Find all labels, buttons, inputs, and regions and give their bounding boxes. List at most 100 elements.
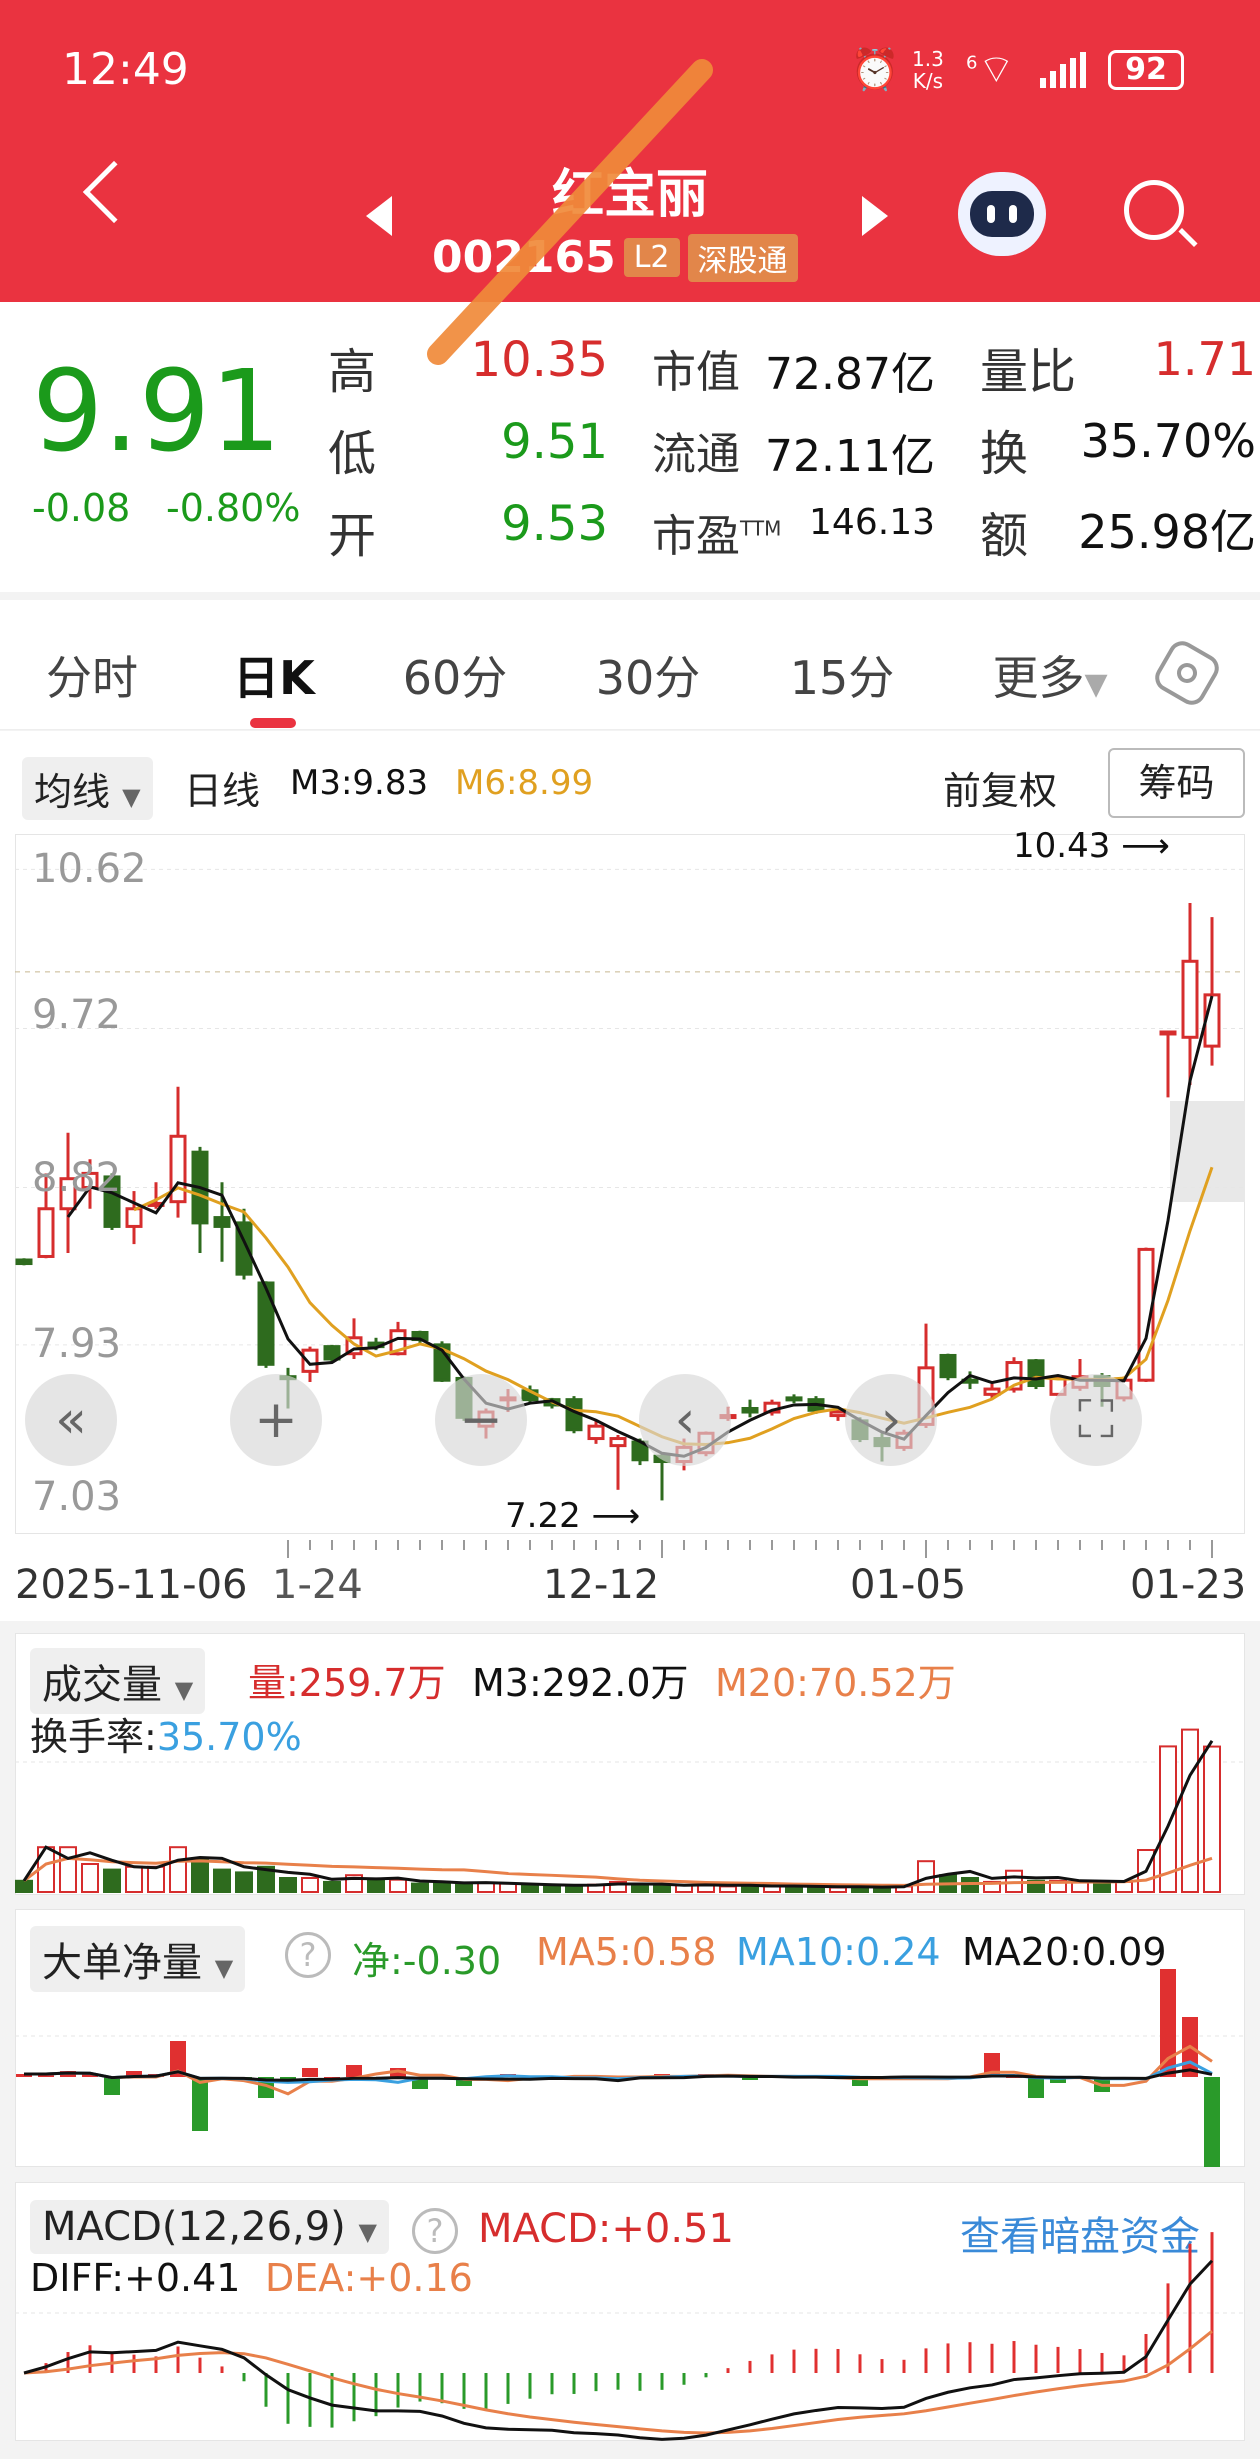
volume-value: 量:259.7万 — [248, 1661, 446, 1705]
volume-bar — [169, 1846, 187, 1893]
quote-label: 换 — [980, 426, 1029, 482]
quote-value: 1.71 — [1153, 332, 1256, 386]
macd-dropdown[interactable]: MACD(12,26,9) ▼ — [30, 2200, 389, 2254]
tab-more[interactable]: 更多▼ — [992, 642, 1107, 708]
help-icon[interactable]: ? — [285, 1930, 331, 1978]
ma3-line — [66, 995, 1214, 1458]
help-icon[interactable]: ? — [412, 2206, 458, 2254]
candle-body — [609, 1437, 627, 1448]
search-icon[interactable] — [1124, 180, 1198, 248]
volume-dropdown-label: 成交量 — [42, 1662, 162, 1708]
candle-body — [37, 1207, 55, 1258]
alarm-icon: ⏰ — [850, 47, 900, 93]
big-order-bar — [1006, 2077, 1022, 2078]
volume-bar — [213, 1868, 231, 1894]
tab-intraday[interactable]: 分时 — [46, 651, 138, 705]
prev-stock-icon[interactable] — [366, 196, 392, 236]
net-speed: 1.3 K/s — [912, 48, 944, 92]
quote-value: 9.51 — [501, 414, 608, 470]
quote-label: 量比 — [980, 344, 1077, 400]
volume-dropdown[interactable]: 成交量 ▼ — [30, 1648, 206, 1714]
volume-bar — [455, 1882, 473, 1893]
quote-label-text: 流通 — [652, 429, 740, 480]
quote-label-text: 市值 — [652, 347, 740, 398]
net-value: 净:-0.30 — [352, 1939, 502, 1983]
ttm-superscript: TTM — [740, 516, 782, 541]
quote-value: 72.87亿 — [765, 349, 935, 400]
volume-m3-line — [22, 1740, 1214, 1889]
volume-m3: M3:292.0万 — [472, 1661, 689, 1705]
kline-chart-panel[interactable] — [15, 834, 1245, 1534]
candle-body — [257, 1281, 275, 1366]
zoom-out-button[interactable]: − — [435, 1374, 527, 1466]
quote-value: 25.98亿 — [1078, 505, 1256, 559]
big-order-bar — [82, 2074, 98, 2077]
big-order-bar — [1204, 2077, 1220, 2167]
settings-icon[interactable] — [1150, 636, 1224, 710]
zoom-in-button[interactable]: + — [230, 1374, 322, 1466]
volume-m20: M20:70.52万 — [715, 1661, 956, 1705]
quote-label: 流通 — [652, 418, 740, 482]
scroll-left-button[interactable]: ‹ — [639, 1374, 731, 1466]
candle-body — [1181, 959, 1199, 1039]
fullscreen-button[interactable]: ⛶ — [1050, 1374, 1142, 1466]
chips-button[interactable]: 筹码 — [1108, 748, 1245, 818]
y-tick: 7.93 — [32, 1321, 122, 1367]
caret-down-icon: ▼ — [214, 1954, 234, 1982]
volume-bar — [1027, 1879, 1045, 1894]
robot-assistant-icon[interactable] — [958, 172, 1046, 256]
quote-panel: 9.91 -0.08 -0.80% 高 10.35 市值 72.87亿 量比 1… — [0, 302, 1260, 592]
volume-bar — [1049, 1879, 1067, 1894]
candle-body — [741, 1406, 759, 1414]
level2-badge: L2 — [623, 238, 680, 277]
tab-60min[interactable]: 60分 — [402, 651, 508, 705]
max-price-label: 10.43 ⟶ — [1013, 826, 1170, 866]
tab-daily-k[interactable]: 日K — [233, 651, 315, 705]
y-tick: 7.03 — [32, 1474, 122, 1520]
volume-bar — [147, 1865, 165, 1894]
active-tab-indicator — [250, 718, 296, 728]
flow-ma20: MA20:0.09 — [962, 1930, 1167, 1974]
volume-bar — [477, 1882, 495, 1893]
y-tick: 8.82 — [32, 1155, 122, 1201]
macd-dropdown-label: MACD(12,26,9) — [42, 2204, 346, 2250]
battery-icon: 92 — [1108, 50, 1184, 90]
candle-body — [125, 1207, 143, 1228]
volume-bar — [191, 1857, 209, 1893]
tab-15min[interactable]: 15分 — [789, 651, 895, 705]
adjust-mode[interactable]: 前复权 — [943, 769, 1058, 813]
caret-down-icon: ▼ — [122, 783, 141, 811]
flow-ma20-line — [24, 2068, 1213, 2083]
quote-value: 146.13 — [809, 502, 935, 543]
candle-body — [301, 1348, 319, 1373]
volume-bar — [81, 1863, 99, 1893]
big-order-bar — [192, 2077, 208, 2131]
ma-dropdown[interactable]: 均线 ▼ — [22, 757, 153, 820]
candle-body — [15, 1258, 33, 1266]
candle-body — [213, 1216, 231, 1228]
quote-label-text: 市盈 — [652, 511, 740, 562]
big-order-dropdown[interactable]: 大单净量 ▼ — [30, 1926, 246, 1992]
min-price-label: 7.22 ⟶ — [505, 1496, 640, 1536]
ma3-value: M3:9.83 — [290, 763, 429, 803]
scroll-to-start-button[interactable]: « — [25, 1374, 117, 1466]
quote-value: 72.11亿 — [765, 431, 935, 482]
net-speed-unit: K/s — [912, 69, 944, 93]
candle-body — [939, 1353, 957, 1379]
quote-label: 市盈TTM — [652, 500, 781, 564]
connect-badge: 深股通 — [687, 233, 798, 282]
scroll-right-button[interactable]: › — [845, 1374, 937, 1466]
dark-pool-link[interactable]: 查看暗盘资金 — [960, 2214, 1200, 2260]
big-order-bar — [324, 2077, 340, 2078]
flow-ma5: MA5:0.58 — [536, 1930, 717, 1974]
volume-svg — [15, 1728, 1245, 1894]
volume-bar — [609, 1880, 627, 1893]
diff-value: DIFF:+0.41 — [30, 2256, 241, 2300]
tab-30min[interactable]: 30分 — [595, 651, 701, 705]
volume-bar — [1203, 1745, 1221, 1894]
min-price-value: 7.22 — [505, 1496, 581, 1536]
volume-bar — [653, 1884, 671, 1893]
next-stock-icon[interactable] — [862, 196, 888, 236]
turnover: 换手率:35.70% — [30, 1706, 302, 1761]
volume-bar — [279, 1877, 297, 1893]
